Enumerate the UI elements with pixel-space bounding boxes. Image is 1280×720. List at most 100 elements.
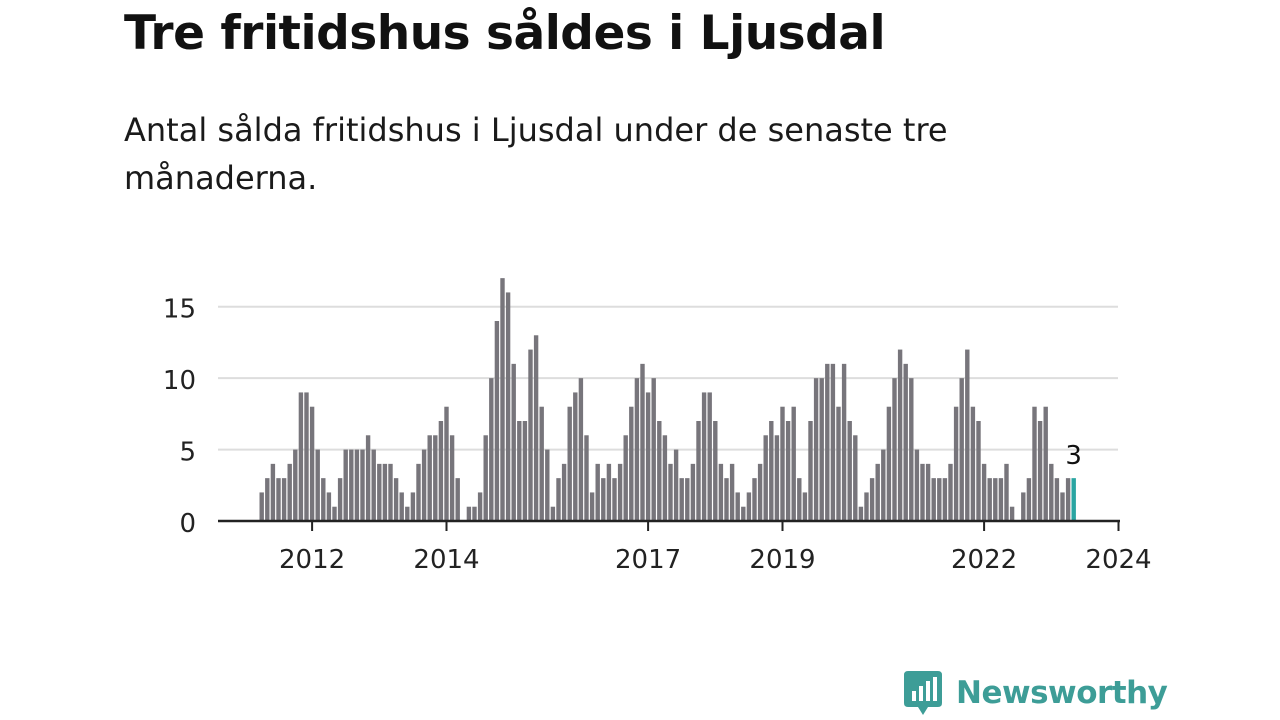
bar — [763, 435, 768, 521]
bar — [813, 378, 819, 521]
bar — [550, 506, 556, 521]
bar — [522, 421, 528, 521]
bar — [993, 478, 998, 521]
bar — [1054, 478, 1060, 521]
bar — [976, 421, 981, 521]
bar — [589, 492, 595, 521]
x-tick-label: 2019 — [749, 545, 815, 575]
bar — [265, 478, 270, 521]
bar — [276, 478, 281, 521]
bar — [673, 449, 679, 521]
bar — [405, 506, 410, 521]
bar — [388, 463, 393, 521]
bar — [382, 463, 388, 521]
bar — [819, 378, 824, 521]
bar — [477, 492, 483, 521]
bar — [505, 292, 511, 521]
bar — [802, 492, 808, 521]
bar — [612, 478, 617, 521]
bar — [293, 449, 298, 521]
bar — [1049, 463, 1054, 521]
bar — [797, 478, 802, 521]
bar — [931, 478, 936, 521]
bar — [735, 492, 740, 521]
bar — [393, 478, 399, 521]
bar-highlight — [1071, 478, 1076, 521]
bar — [685, 478, 690, 521]
last-value-label: 3 — [1065, 441, 1082, 471]
bar — [713, 421, 718, 521]
bar — [298, 392, 304, 521]
bar — [780, 406, 785, 521]
bar — [561, 463, 567, 521]
bar — [349, 449, 354, 521]
bar — [769, 421, 774, 521]
bar — [573, 392, 578, 521]
bar — [881, 449, 886, 521]
bar — [287, 463, 292, 521]
bar — [354, 449, 360, 521]
bar — [601, 478, 606, 521]
bar — [662, 435, 668, 521]
y-tick-label: 5 — [179, 438, 196, 468]
bar — [315, 449, 320, 521]
bar — [746, 492, 752, 521]
bar — [679, 478, 684, 521]
bar — [981, 463, 987, 521]
bar — [953, 406, 959, 521]
bar — [584, 435, 589, 521]
newsworthy-brand: Newsworthy — [902, 670, 1168, 716]
bar — [1043, 406, 1048, 521]
bar — [651, 378, 656, 521]
bar — [718, 463, 724, 521]
bar — [343, 449, 348, 521]
bar — [377, 463, 382, 521]
bar — [578, 378, 584, 521]
x-tick-label: 2024 — [1085, 545, 1151, 575]
bar — [785, 421, 791, 521]
bar — [494, 321, 500, 521]
bar — [914, 449, 920, 521]
bar — [270, 463, 276, 521]
bar — [668, 463, 673, 521]
bar — [444, 406, 449, 521]
bar — [791, 406, 796, 521]
y-tick-label: 0 — [179, 509, 196, 539]
bar — [472, 506, 477, 521]
bar — [410, 492, 416, 521]
bar — [970, 406, 976, 521]
bar — [617, 463, 623, 521]
bar — [332, 506, 337, 521]
chart-subtitle: Antal sålda fritidshus i Ljusdal under d… — [124, 111, 948, 197]
bar — [1060, 492, 1065, 521]
bar — [942, 478, 948, 521]
x-tick-label: 2014 — [413, 545, 479, 575]
bar — [875, 463, 880, 521]
bar — [365, 435, 371, 521]
bar — [281, 478, 287, 521]
bar — [869, 478, 875, 521]
bar — [489, 378, 494, 521]
bar — [634, 378, 640, 521]
bar — [690, 463, 696, 521]
brand-name: Newsworthy — [956, 675, 1168, 711]
bar — [920, 463, 925, 521]
bar — [909, 378, 914, 521]
bar — [545, 449, 550, 521]
bar — [892, 378, 897, 521]
bar — [1037, 421, 1043, 521]
bar — [567, 406, 572, 521]
bar — [724, 478, 729, 521]
bar — [421, 449, 427, 521]
bar — [847, 421, 852, 521]
bar — [623, 435, 628, 521]
bar — [925, 463, 931, 521]
bar — [965, 349, 970, 521]
bar — [528, 349, 533, 521]
bar — [864, 492, 869, 521]
bar — [741, 506, 746, 521]
bar — [483, 435, 488, 521]
bar — [858, 506, 864, 521]
bar — [987, 478, 992, 521]
bar — [825, 363, 830, 521]
